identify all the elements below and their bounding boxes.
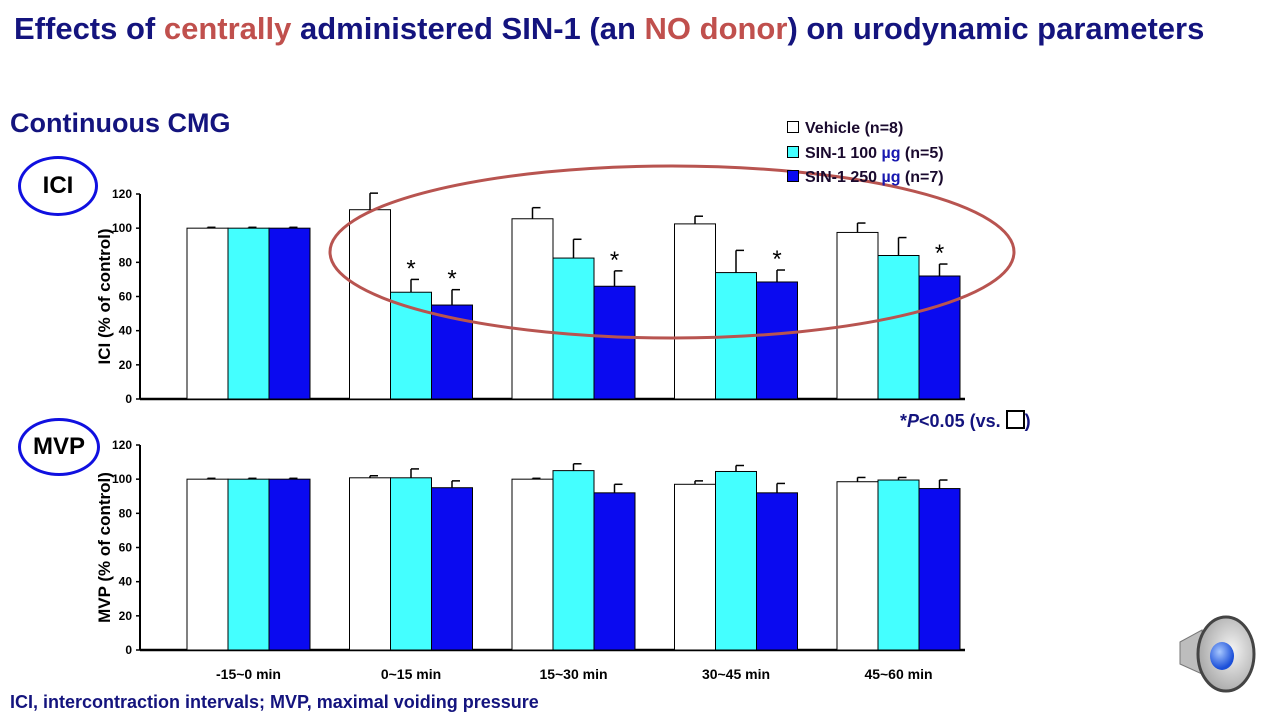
bar <box>552 470 595 651</box>
bar <box>756 492 798 651</box>
legend-swatch <box>787 121 799 133</box>
y-tick-label: 60 <box>119 290 133 304</box>
title-highlight: centrally <box>163 11 292 46</box>
significance-star: * <box>447 266 456 293</box>
legend-label: Vehicle (n=8) <box>805 120 904 137</box>
y-tick-label: 0 <box>125 643 132 657</box>
legend-unit: µg <box>881 144 901 162</box>
y-tick-label: 100 <box>112 221 132 235</box>
bar <box>186 227 229 400</box>
bar <box>511 218 554 400</box>
y-tick-label: 120 <box>112 187 132 201</box>
bar <box>756 281 798 400</box>
bar <box>918 488 961 651</box>
significance-note: *P<0.05 (vs. ) <box>900 410 1031 432</box>
sig-p: P <box>907 411 920 431</box>
legend-unit: µg <box>881 169 901 186</box>
y-tick-label: 0 <box>125 392 132 406</box>
x-tick-label: 0~15 min <box>381 666 441 682</box>
bar <box>186 478 229 651</box>
bar <box>431 487 473 651</box>
bar <box>227 227 270 400</box>
y-tick-label: 80 <box>119 506 133 520</box>
legend-label: (n=5) <box>900 144 944 162</box>
significance-star: * <box>935 240 944 267</box>
highlight-ellipse <box>328 164 1016 340</box>
y-tick-label: 100 <box>112 472 132 486</box>
title-text: Effects of <box>14 11 164 46</box>
bar <box>674 223 716 400</box>
bar <box>715 470 757 651</box>
legend-label: SIN-1 100 <box>805 144 882 162</box>
title-highlight: NO donor <box>644 11 788 46</box>
y-tick-label: 60 <box>119 541 133 555</box>
y-tick-label: 40 <box>119 324 133 338</box>
legend-item-vehicle: Vehicle (n=8) <box>787 117 944 142</box>
legend-label: SIN-1 250 <box>805 169 882 186</box>
vehicle-box-icon <box>1005 410 1025 429</box>
legend-item-sin250: SIN-1 250 µg (n=7) <box>787 166 944 191</box>
bar <box>593 285 636 400</box>
ici-badge: ICI <box>18 156 98 216</box>
y-tick-label: 20 <box>119 609 133 623</box>
x-tick-label: 30~45 min <box>702 666 770 682</box>
slide-title: Effects of centrally administered SIN-1 … <box>14 8 1214 50</box>
bar <box>511 478 554 651</box>
bar <box>552 257 595 400</box>
bar <box>836 231 879 400</box>
bar <box>268 478 311 651</box>
y-tick-label: 120 <box>112 438 132 452</box>
bar <box>836 481 879 651</box>
speaker-icon[interactable] <box>1174 610 1258 694</box>
bar <box>390 477 432 651</box>
significance-star: * <box>772 246 781 273</box>
bar <box>349 477 391 651</box>
legend-swatch <box>787 170 799 182</box>
legend-item-sin100: SIN-1 100 µg (n=5) <box>787 142 944 167</box>
bar <box>877 255 920 400</box>
y-axis-label: MVP (% of control) <box>95 472 114 623</box>
sig-close: ) <box>1024 411 1031 431</box>
x-tick-label: 45~60 min <box>864 666 932 682</box>
slide-subtitle: Continuous CMG <box>10 108 231 138</box>
mvp-badge: MVP <box>18 418 100 476</box>
x-tick-label: -15~0 min <box>216 666 281 682</box>
footnote: ICI, intercontraction intervals; MVP, ma… <box>10 692 539 712</box>
bar <box>268 227 311 400</box>
significance-star: * <box>406 255 415 282</box>
sig-text: <0.05 (vs. <box>919 411 1006 431</box>
legend: Vehicle (n=8) SIN-1 100 µg (n=5) SIN-1 2… <box>787 117 944 191</box>
y-axis-label: ICI (% of control) <box>95 229 114 365</box>
y-tick-label: 20 <box>119 358 133 372</box>
bar <box>349 209 391 400</box>
bar <box>674 483 716 651</box>
bar <box>593 492 636 651</box>
bar <box>227 478 270 651</box>
y-tick-label: 40 <box>119 575 133 589</box>
bar <box>877 479 920 651</box>
y-tick-label: 80 <box>119 255 133 269</box>
title-text: administered SIN-1 (an <box>291 11 645 46</box>
bar <box>918 275 961 400</box>
title-text: ) on urodynamic parameters <box>787 11 1205 46</box>
legend-swatch <box>787 145 799 158</box>
significance-star: * <box>610 247 619 274</box>
x-tick-label: 15~30 min <box>539 666 607 682</box>
legend-label: (n=7) <box>900 169 944 186</box>
sig-star: * <box>900 411 908 431</box>
